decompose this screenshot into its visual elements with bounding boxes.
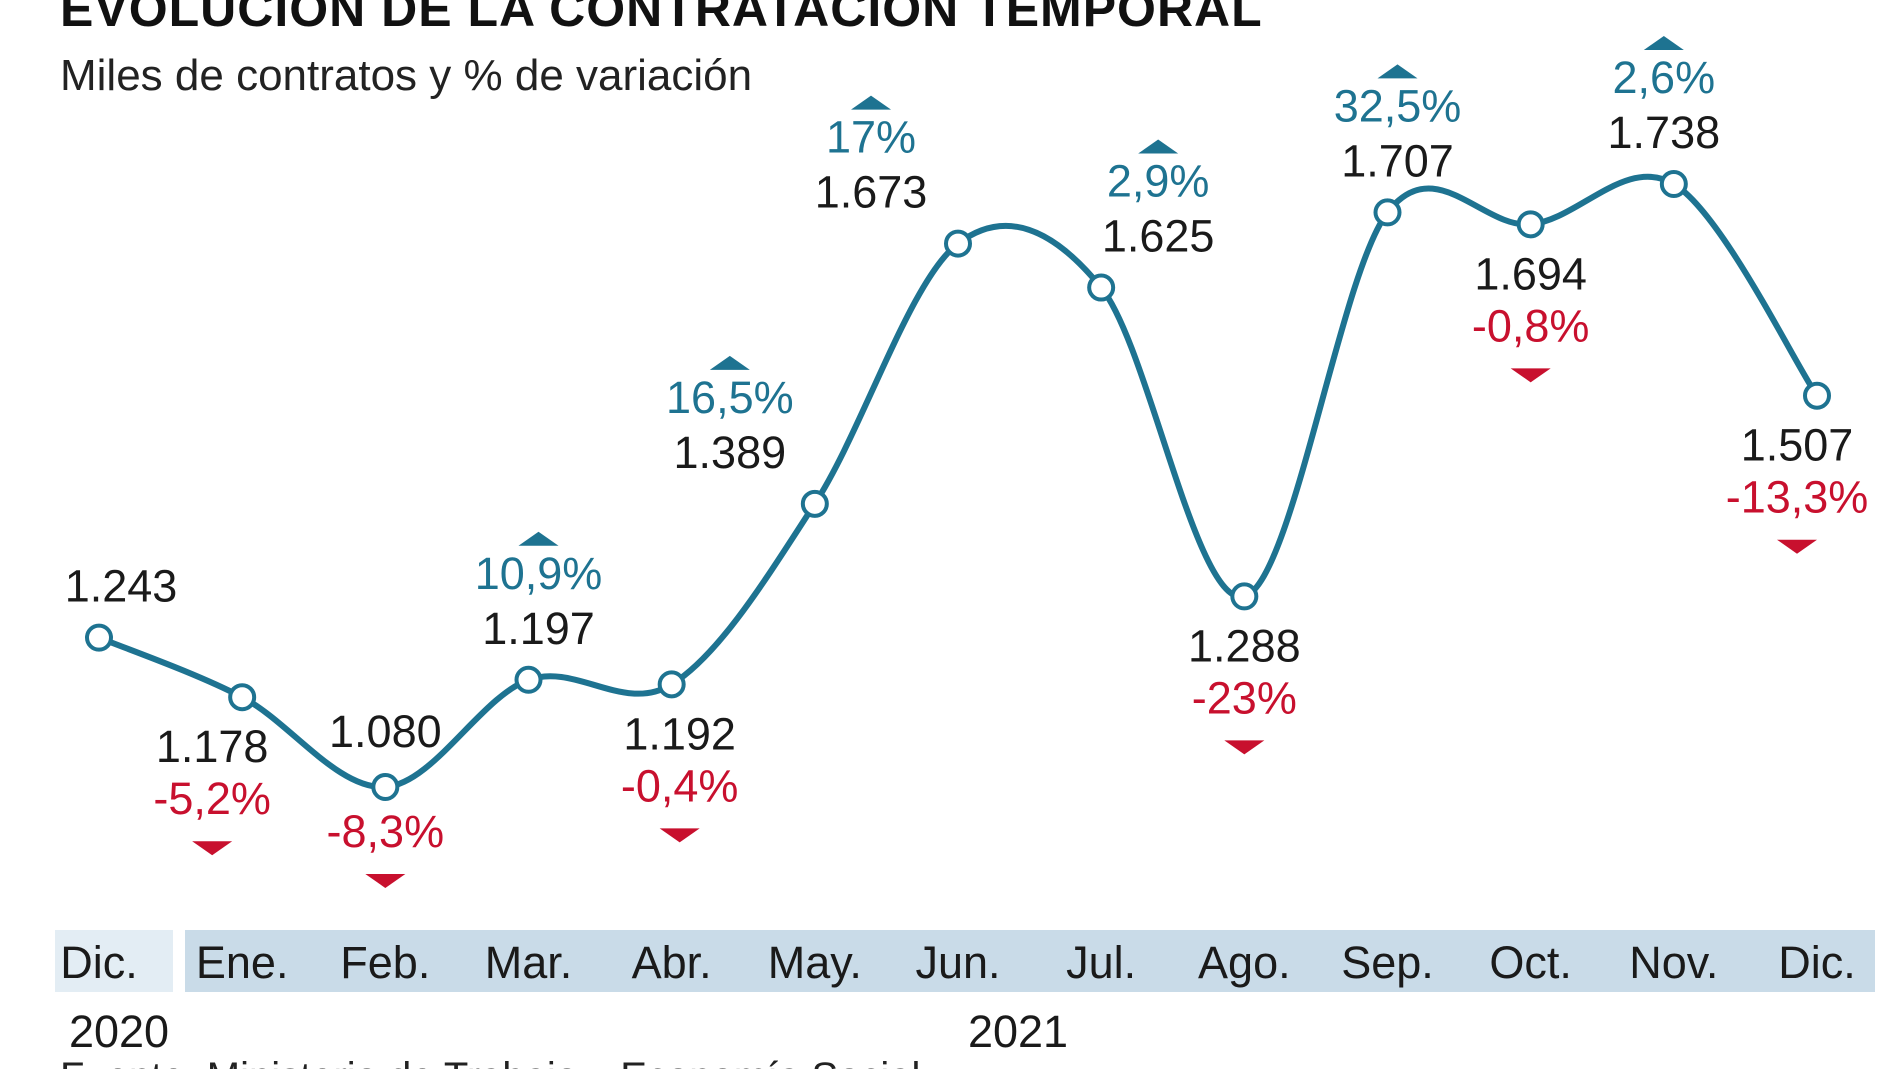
chart-title: EVOLUCIÓN DE LA CONTRATACIÓN TEMPORAL [60, 0, 1263, 37]
value-label-10: 1.694 [1474, 248, 1587, 299]
value-label-11: 1.738 [1608, 107, 1721, 158]
change-arrow-up-6 [851, 95, 891, 110]
value-label-3: 1.197 [482, 603, 595, 654]
value-label-5: 1.389 [674, 427, 787, 478]
x-tick-label-8: Ago. [1198, 937, 1291, 988]
change-arrow-down-12 [1777, 539, 1817, 554]
pct-label-5: 16,5% [666, 372, 794, 423]
year-label-2020: 2020 [69, 1006, 169, 1057]
change-arrow-up-11 [1643, 35, 1684, 50]
change-arrow-up-7 [1138, 139, 1179, 154]
pct-label-7: 2,9% [1107, 156, 1210, 207]
pct-label-2: -8,3% [327, 806, 445, 857]
value-label-8: 1.288 [1188, 620, 1301, 671]
pct-label-3: 10,9% [475, 548, 603, 599]
data-point-6 [944, 229, 972, 258]
x-tick-label-9: Sep. [1341, 937, 1434, 988]
data-point-10 [1516, 210, 1545, 239]
change-arrow-down-8 [1224, 740, 1265, 755]
data-point-8 [1230, 582, 1259, 611]
value-label-1: 1.178 [156, 721, 269, 772]
change-arrow-down-1 [192, 841, 233, 856]
pct-label-10: -0,8% [1472, 300, 1590, 351]
data-point-9 [1373, 198, 1402, 227]
change-arrow-down-2 [365, 874, 406, 888]
data-point-1 [228, 683, 257, 712]
year-labels: 2020 2021 [69, 1006, 1068, 1057]
pct-label-4: -0,4% [621, 760, 739, 811]
data-point-11 [1659, 169, 1688, 198]
data-point-4 [657, 670, 686, 699]
x-axis-ticks: Dic. Ene. Feb. Mar. Abr. May. Jun. Jul. Ago. Sep.… [60, 937, 1856, 988]
data-point-7 [1087, 273, 1116, 302]
pct-label-1: -5,2% [153, 773, 271, 824]
data-point-layer [85, 169, 1831, 801]
data-point-0 [85, 623, 113, 652]
value-label-2: 1.080 [329, 706, 442, 757]
x-tick-label-4: Abr. [632, 937, 712, 988]
x-tick-label-1: Ene. [196, 937, 289, 988]
data-point-12 [1803, 381, 1831, 410]
change-arrow-down-10 [1510, 368, 1551, 383]
value-label-9: 1.707 [1341, 135, 1454, 186]
value-label-0: 1.243 [65, 561, 178, 612]
x-tick-label-11: Nov. [1629, 937, 1718, 988]
value-label-4: 1.192 [623, 708, 736, 759]
value-label-6: 1.673 [815, 167, 928, 218]
pct-label-9: 32,5% [1334, 80, 1462, 131]
x-tick-label-6: Jun. [915, 937, 1000, 988]
data-point-2 [371, 773, 400, 801]
axis-band-2021 [185, 930, 1875, 992]
year-label-2021: 2021 [968, 1006, 1068, 1057]
x-tick-label-12: Dic. [1778, 937, 1856, 988]
x-tick-label-0: Dic. [60, 937, 138, 988]
change-arrow-up-3 [518, 531, 559, 546]
change-arrow-up-9 [1377, 64, 1418, 79]
x-tick-label-2: Feb. [340, 937, 430, 988]
data-point-3 [514, 665, 543, 694]
data-point-5 [800, 489, 829, 518]
value-label-7: 1.625 [1102, 211, 1215, 262]
x-axis-band [55, 930, 1875, 992]
axis-band-2020 [55, 930, 173, 992]
chart-subtitle: Miles de contratos y % de variación [60, 51, 752, 100]
pct-label-12: -13,3% [1726, 472, 1869, 523]
change-arrow-down-4 [659, 828, 700, 843]
chart-source: Fuente: Ministerio de Trabajo y Economía… [60, 1055, 920, 1069]
x-tick-label-10: Oct. [1489, 937, 1572, 988]
x-tick-label-3: Mar. [485, 937, 573, 988]
value-label-12: 1.507 [1741, 420, 1854, 471]
change-arrow-up-5 [709, 355, 750, 370]
pct-label-11: 2,6% [1613, 52, 1716, 103]
pct-label-6: 17% [826, 112, 916, 163]
pct-label-8: -23% [1192, 672, 1297, 723]
x-tick-label-7: Jul. [1066, 937, 1136, 988]
x-tick-label-5: May. [768, 937, 862, 988]
